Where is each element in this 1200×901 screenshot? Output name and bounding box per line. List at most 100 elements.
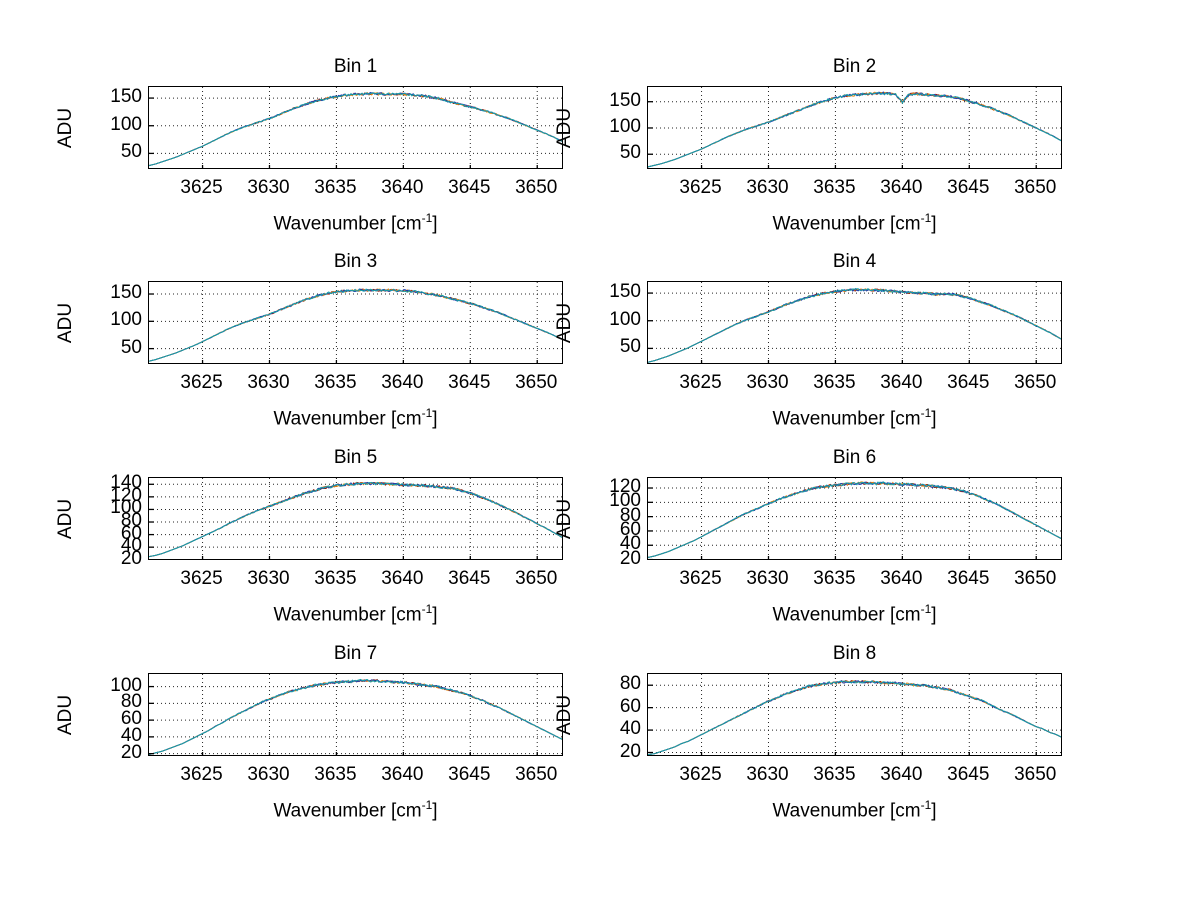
data-trace xyxy=(149,679,562,755)
x-tick-label: 3625 xyxy=(180,764,223,785)
y-tick-label: 140 xyxy=(110,472,142,494)
data-trace xyxy=(648,288,1061,363)
data-trace xyxy=(648,91,1061,168)
subplot-title-bin-3: Bin 3 xyxy=(333,251,378,272)
subplot-bin-2: Bin 2 ADU 50 100 150 3625 3630 3635 3640 3645 3650… xyxy=(537,56,1062,249)
data-trace xyxy=(149,481,562,558)
x-tick-label: 3625 xyxy=(679,372,722,393)
x-tick-label: 3650 xyxy=(1014,372,1057,393)
x-axis-label-exponent: -1 xyxy=(920,602,932,616)
y-tick-label: 20 xyxy=(619,547,641,569)
data-trace xyxy=(149,92,562,167)
x-tick-label: 3650 xyxy=(1014,568,1057,589)
x-tick-label: 3645 xyxy=(947,177,990,198)
data-trace xyxy=(648,680,1061,755)
subplot-bin-1: Bin 1 ADU 50 100 150 3625 3630 3635 3640 3645 3650… xyxy=(38,56,563,249)
data-trace xyxy=(648,481,1061,558)
y-tick-label: 120 xyxy=(609,476,641,498)
x-tick-label: 3640 xyxy=(880,568,923,589)
x-tick-label: 3645 xyxy=(448,177,491,198)
data-trace xyxy=(648,288,1061,363)
data-trace xyxy=(648,679,1061,755)
data-trace xyxy=(648,481,1061,558)
plot-canvas-bin-1 xyxy=(149,87,562,168)
x-tick-label: 3625 xyxy=(679,764,722,785)
data-trace xyxy=(648,91,1061,168)
data-trace xyxy=(149,481,562,558)
plot-canvas-bin-3 xyxy=(149,282,562,363)
data-trace xyxy=(149,288,562,362)
x-tick-label: 3645 xyxy=(448,568,491,589)
y-tick-label: 150 xyxy=(609,89,641,111)
x-tick-label: 3630 xyxy=(247,177,290,198)
y-tick-label: 40 xyxy=(619,533,641,555)
plot-area-bin-5 xyxy=(148,477,563,560)
subplot-bin-6: Bin 6 ADU 20 40 60 80 100 120 3625 3630 3635 3640 36… xyxy=(537,447,1062,640)
data-trace xyxy=(648,92,1061,168)
x-tick-label: 3640 xyxy=(381,177,424,198)
data-trace xyxy=(149,92,562,167)
x-tick-label: 3630 xyxy=(746,177,789,198)
data-trace xyxy=(149,288,562,362)
x-tick-label: 3650 xyxy=(515,372,558,393)
x-tick-label: 3640 xyxy=(880,372,923,393)
x-axis-label-bin-6: Wavenumber [cm-1] xyxy=(772,602,937,626)
plot-area-bin-4 xyxy=(647,281,1062,364)
y-axis-label-bin-4: ADU xyxy=(554,302,575,343)
data-trace xyxy=(149,679,562,755)
y-tick-label: 80 xyxy=(120,510,142,531)
subplot-title-bin-6: Bin 6 xyxy=(832,447,877,468)
plot-canvas-bin-7 xyxy=(149,674,562,755)
x-tick-label: 3640 xyxy=(880,177,923,198)
y-tick-label: 150 xyxy=(609,281,641,303)
y-tick-label: 150 xyxy=(110,86,142,108)
data-trace xyxy=(149,678,562,755)
x-tick-label: 3645 xyxy=(947,372,990,393)
subplot-bin-3: Bin 3 ADU 50 100 150 3625 3630 3635 3640 3645 3650… xyxy=(38,251,563,444)
x-tick-label: 3625 xyxy=(180,372,223,393)
y-tick-label: 40 xyxy=(619,718,641,740)
y-tick-label: 120 xyxy=(110,484,142,506)
x-axis-label-bin-2: Wavenumber [cm-1] xyxy=(772,211,937,235)
y-tick-label: 40 xyxy=(120,724,142,746)
plot-area-bin-3 xyxy=(148,281,563,364)
y-tick-label: 20 xyxy=(619,740,641,762)
y-axis-label-bin-6: ADU xyxy=(554,498,575,539)
x-tick-label: 3645 xyxy=(448,372,491,393)
x-tick-label: 3645 xyxy=(947,764,990,785)
x-tick-label: 3625 xyxy=(679,568,722,589)
x-tick-label: 3635 xyxy=(813,764,856,785)
y-tick-label: 100 xyxy=(110,497,142,519)
data-trace xyxy=(648,679,1061,755)
x-tick-label: 3635 xyxy=(813,372,856,393)
y-tick-label: 50 xyxy=(120,141,142,163)
y-tick-label: 80 xyxy=(619,673,641,695)
data-trace xyxy=(149,288,562,362)
x-tick-label: 3635 xyxy=(813,177,856,198)
x-tick-label: 3650 xyxy=(515,177,558,198)
x-tick-label: 3630 xyxy=(247,568,290,589)
x-tick-label: 3635 xyxy=(314,372,357,393)
x-tick-label: 3630 xyxy=(746,568,789,589)
subplot-title-bin-4: Bin 4 xyxy=(832,251,877,272)
x-axis-label-bin-8: Wavenumber [cm-1] xyxy=(772,798,937,822)
x-axis-label-bin-5: Wavenumber [cm-1] xyxy=(273,602,438,626)
y-tick-label: 150 xyxy=(110,282,142,303)
plot-canvas-bin-6 xyxy=(648,478,1061,559)
x-tick-label: 3645 xyxy=(448,764,491,785)
y-tick-label: 60 xyxy=(619,695,641,717)
x-axis-label-bin-4: Wavenumber [cm-1] xyxy=(772,406,937,430)
data-trace xyxy=(149,481,562,558)
plot-area-bin-1 xyxy=(148,86,563,169)
x-tick-label: 3640 xyxy=(381,372,424,393)
subplot-bin-7: Bin 7 ADU 20 40 60 80 100 3625 3630 3635 3640 3645 3… xyxy=(38,643,563,836)
y-axis-label-bin-7: ADU xyxy=(55,694,76,735)
subplot-bin-8: Bin 8 ADU 20 40 60 80 3625 3630 3635 3640 3645 3650… xyxy=(537,643,1062,836)
plot-canvas-bin-4 xyxy=(648,282,1061,363)
y-axis-label-bin-2: ADU xyxy=(554,107,575,148)
y-axis-label-bin-5: ADU xyxy=(55,498,76,539)
y-tick-label: 50 xyxy=(619,142,641,164)
y-tick-label: 100 xyxy=(110,674,142,696)
x-axis-label-bin-3: Wavenumber [cm-1] xyxy=(273,406,438,430)
